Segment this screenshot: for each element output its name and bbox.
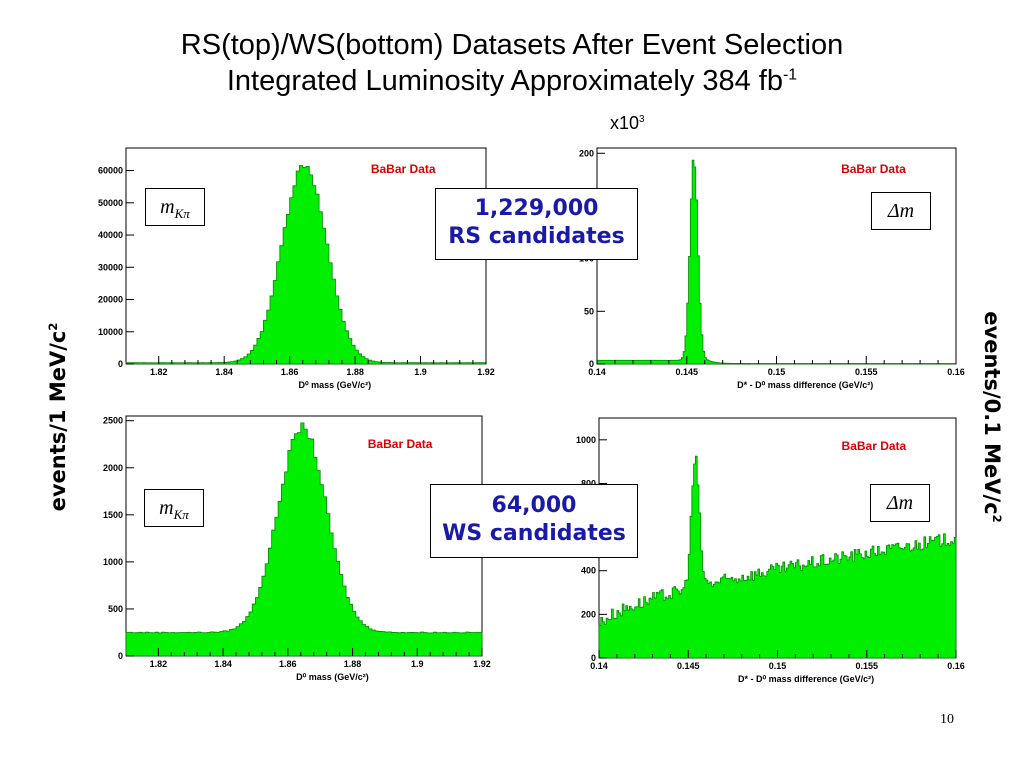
babar-data-annotation: BaBar Data	[368, 437, 433, 451]
slide-title-line2: Integrated Luminosity Approximately 384 …	[0, 64, 1024, 98]
ws-candidates-label: WS candidates	[442, 521, 626, 546]
mkpi-label-box-top: mKπ	[145, 188, 205, 226]
multiplier-exponent: 3	[639, 114, 645, 125]
rs-candidates-count: 1,229,000	[474, 196, 599, 221]
x-tick-label: 0.15	[769, 661, 787, 671]
multiplier-label: x103	[610, 113, 645, 134]
x-tick-label: 1.9	[414, 367, 427, 377]
y-tick-label: 40000	[98, 230, 123, 240]
x-tick-label: 1.92	[473, 659, 491, 669]
x-tick-label: 1.88	[346, 367, 364, 377]
y-tick-label: 0	[589, 359, 594, 369]
y-tick-label: 20000	[98, 295, 123, 305]
y-tick-label: 1500	[103, 510, 123, 520]
babar-data-annotation: BaBar Data	[841, 162, 906, 176]
x-tick-label: 0.15	[768, 367, 786, 377]
x-tick-label: 0.16	[947, 661, 965, 671]
y-tick-label: 0	[118, 359, 123, 369]
x-tick-label: 1.82	[150, 367, 168, 377]
x-tick-label: 1.86	[281, 367, 299, 377]
ws-candidates-count: 64,000	[491, 493, 577, 518]
y-tick-label: 50	[584, 306, 594, 316]
x-tick-label: 0.145	[677, 661, 700, 671]
y-tick-label: 1000	[576, 435, 596, 445]
y-tick-label: 400	[581, 566, 596, 576]
y-tick-label: 2000	[103, 463, 123, 473]
y-tick-label: 10000	[98, 327, 123, 337]
rs-candidates-box: 1,229,000 RS candidates	[435, 188, 638, 260]
y-tick-label: 800	[581, 478, 596, 488]
y-tick-label: 200	[581, 609, 596, 619]
y-tick-label: 50000	[98, 198, 123, 208]
x-tick-label: 1.92	[477, 367, 495, 377]
title-line2-exponent: -1	[782, 66, 798, 84]
title-line2-text: Integrated Luminosity Approximately 384 …	[226, 65, 783, 97]
slide-title-line1: RS(top)/WS(bottom) Datasets After Event …	[180, 29, 844, 61]
y-tick-label: 200	[579, 148, 594, 158]
y-tick-label: 500	[108, 604, 123, 614]
x-tick-label: 1.82	[150, 659, 168, 669]
y-tick-label: 0	[118, 651, 123, 661]
x-axis-label: D⁰ mass (GeV/c²)	[298, 380, 371, 390]
dm-label-box-bottom: Δm	[870, 484, 930, 522]
mkpi-sub: Kπ	[174, 206, 190, 221]
y-tick-label: 60000	[98, 166, 123, 176]
histogram-bars	[598, 455, 957, 659]
mkpi-sub: Kπ	[173, 507, 189, 522]
x-tick-label: 0.155	[855, 661, 878, 671]
x-tick-label: 1.86	[279, 659, 297, 669]
mkpi-main: m	[160, 196, 175, 218]
histogram-bars	[596, 159, 957, 365]
page-number: 10	[940, 712, 954, 727]
x-tick-label: 0.145	[675, 367, 698, 377]
x-tick-label: 0.14	[588, 367, 606, 377]
multiplier-base: x10	[610, 113, 640, 133]
dm-label-box-top: Δm	[871, 192, 931, 230]
babar-data-annotation: BaBar Data	[371, 162, 436, 176]
babar-data-annotation: BaBar Data	[842, 439, 907, 453]
y-tick-label: 30000	[98, 262, 123, 272]
y-tick-label: 2500	[103, 416, 123, 426]
plot-frame	[596, 147, 957, 365]
x-tick-label: 1.84	[215, 367, 233, 377]
x-axis-label: D⁰ mass (GeV/c²)	[296, 672, 369, 682]
x-tick-label: 1.9	[411, 659, 424, 669]
x-tick-label: 0.14	[590, 661, 608, 671]
mkpi-main: m	[159, 497, 174, 519]
y-tick-label: 0	[591, 653, 596, 663]
x-tick-label: 0.16	[947, 367, 965, 377]
x-axis-label: D* - D⁰ mass difference (GeV/c²)	[738, 674, 874, 684]
rs-candidates-label: RS candidates	[448, 224, 625, 249]
x-tick-label: 1.84	[214, 659, 232, 669]
x-tick-label: 1.88	[344, 659, 362, 669]
y-tick-label: 1000	[103, 557, 123, 567]
x-axis-label: D* - D⁰ mass difference (GeV/c²)	[737, 380, 873, 390]
histogram-bars	[125, 422, 483, 657]
x-tick-label: 0.155	[855, 367, 878, 377]
ws-candidates-box: 64,000 WS candidates	[430, 484, 638, 558]
mkpi-label-box-bottom: mKπ	[144, 489, 204, 527]
